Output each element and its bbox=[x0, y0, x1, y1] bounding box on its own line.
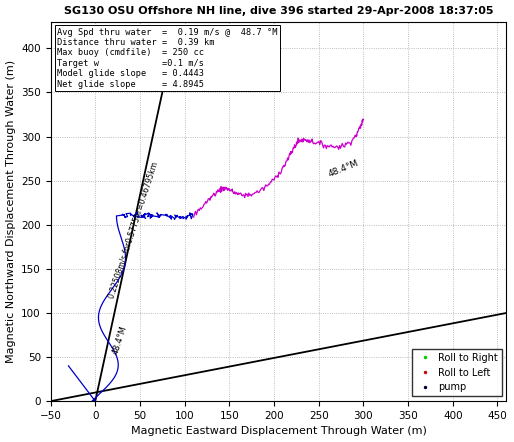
Text: 48.4°M: 48.4°M bbox=[112, 324, 129, 355]
Title: SG130 OSU Offshore NH line, dive 396 started 29-Apr-2008 18:37:05: SG130 OSU Offshore NH line, dive 396 sta… bbox=[64, 6, 493, 15]
Y-axis label: Magnetic Northward Displacement Through Water (m): Magnetic Northward Displacement Through … bbox=[6, 60, 15, 363]
Text: Avg Spd thru water  =  0.19 m/s @  48.7 °M
Distance thru water =  0.39 km
Max bu: Avg Spd thru water = 0.19 m/s @ 48.7 °M … bbox=[58, 27, 278, 88]
X-axis label: Magnetic Eastward Displacement Through Water (m): Magnetic Eastward Displacement Through W… bbox=[131, 427, 427, 436]
Text: 48.4°M: 48.4°M bbox=[327, 159, 360, 179]
Legend: Roll to Right, Roll to Left, pump: Roll to Right, Roll to Left, pump bbox=[412, 349, 502, 396]
Text: 0.22508m/s for0.5775hr=0.46795km: 0.22508m/s for0.5775hr=0.46795km bbox=[106, 161, 159, 300]
